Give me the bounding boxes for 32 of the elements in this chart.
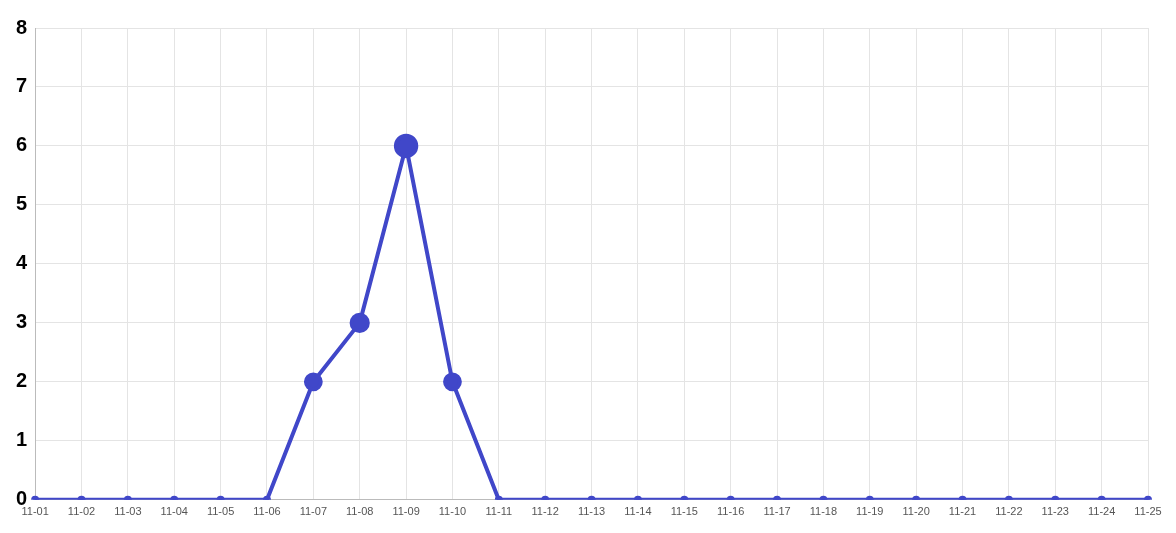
x-tick-label: 11-17 [763,505,791,518]
y-tick-label: 2 [16,369,28,392]
x-tick-label: 11-07 [299,505,328,518]
x-tick-label: 11-18 [809,505,838,518]
y-tick-label: 8 [16,15,28,38]
y-tick-label: 3 [16,310,28,333]
x-tick-label: 11-04 [160,505,188,518]
x-tick-label: 11-24 [1087,505,1116,518]
y-tick-label: 1 [16,428,28,451]
x-tick-label: 11-06 [253,505,281,518]
x-tick-label: 11-22 [995,505,1023,518]
x-tick-label: 11-21 [948,505,977,518]
x-tick-label: 11-14 [624,505,652,518]
x-tick-label: 11-16 [717,505,745,518]
x-tick-label: 11-15 [670,505,698,518]
y-tick-label: 6 [16,133,28,156]
x-tick-label: 11-23 [1041,505,1069,518]
x-tick-label: 11-12 [531,505,559,518]
x-tick-label: 11-02 [67,505,96,518]
y-tick-label: 7 [16,74,28,97]
x-tick-label: 11-25 [1134,505,1162,518]
x-tick-label: 11-13 [577,505,606,518]
x-tick-label: 11-10 [438,505,467,518]
x-tick-label: 11-09 [392,505,420,518]
y-tick-label: 5 [16,192,28,215]
x-tick-label: 11-20 [902,505,930,518]
x-tick-label: 11-05 [206,505,235,518]
x-tick-label: 11-03 [114,505,142,518]
x-tick-label: 11-08 [346,505,374,518]
x-tick-label: 11-19 [856,505,884,518]
y-tick-label: 4 [16,251,28,274]
x-tick-label: 11-11 [485,505,513,518]
